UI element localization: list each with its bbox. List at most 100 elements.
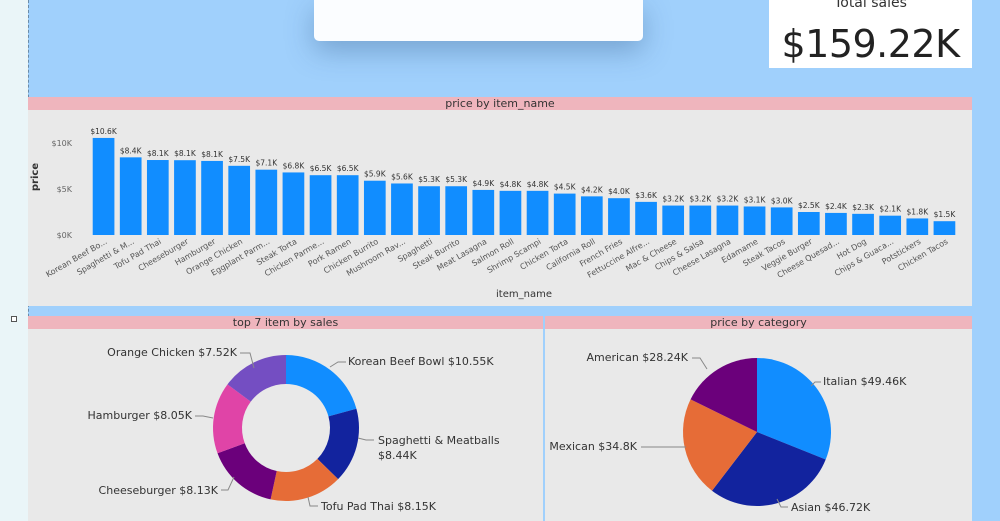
bar — [852, 213, 874, 235]
bar-data-label: $6.5K — [310, 164, 333, 173]
bar — [391, 183, 413, 235]
slice — [270, 458, 339, 501]
bar-data-label: $5.3K — [445, 175, 468, 184]
bar-data-label: $6.8K — [283, 161, 306, 170]
bar-data-label: $4.2K — [581, 185, 604, 194]
donut-chart-visual[interactable]: top 7 item by sales Korean Beef Bowl $10… — [28, 316, 543, 521]
bar-chart-title: price by item_name — [28, 97, 972, 110]
slice-label: Hamburger $8.05K — [88, 409, 193, 422]
leader-line — [776, 498, 788, 508]
bar — [743, 206, 766, 235]
bar — [825, 212, 847, 235]
bar-data-label: $3.0K — [771, 196, 794, 205]
leader-line — [810, 381, 821, 387]
pie-chart-title: price by category — [545, 316, 972, 329]
bar — [282, 172, 305, 235]
resize-handle[interactable] — [11, 316, 17, 322]
bar — [689, 205, 712, 235]
bar-data-label: $3.2K — [717, 195, 740, 204]
bar — [716, 205, 739, 235]
bar — [363, 180, 386, 235]
bar-data-label: $2.5K — [798, 201, 821, 210]
bar-data-label: $5.6K — [391, 172, 414, 181]
bar-data-label: $2.1K — [879, 205, 902, 214]
slice-label: Cheeseburger $8.13K — [99, 484, 219, 497]
bar-data-label: $5.9K — [364, 170, 387, 179]
pie-chart-visual[interactable]: price by category Italian $49.46K Asian $… — [545, 316, 972, 521]
bar-data-label: $10.6K — [90, 127, 117, 136]
bar-data-label: $4.0K — [608, 187, 631, 196]
slice — [690, 358, 757, 432]
bar — [255, 169, 278, 235]
bar — [933, 221, 956, 235]
bar — [201, 160, 223, 235]
leader-line — [357, 437, 374, 441]
slice-label: Italian $49.46K — [823, 375, 907, 388]
bar-data-label: $5.3K — [418, 175, 441, 184]
donut-chart-svg: Korean Beef Bowl $10.55K Spaghetti & Meat… — [88, 346, 500, 513]
bar-data-label: $8.1K — [201, 150, 224, 159]
y-tick-label: $0K — [57, 231, 73, 240]
bar-data-label: $3.6K — [635, 191, 658, 200]
kpi-label: Total sales — [834, 0, 907, 11]
slice-label: American $28.24K — [586, 351, 688, 364]
slice — [227, 355, 286, 402]
bar-data-label: $8.1K — [147, 149, 170, 158]
slice — [286, 355, 357, 417]
bar — [336, 175, 359, 235]
bar-data-label: $2.4K — [825, 202, 848, 211]
bar — [309, 175, 332, 235]
bar — [526, 190, 549, 235]
bar-data-label: $8.1K — [174, 149, 197, 158]
slice-label: Asian $46.72K — [791, 501, 871, 514]
kpi-value: $159.22K — [781, 22, 960, 66]
leader-line — [329, 361, 346, 368]
bar — [580, 196, 603, 235]
x-axis-title: item_name — [496, 289, 552, 300]
bar — [879, 215, 902, 235]
leader-line — [692, 357, 708, 370]
bar — [472, 189, 495, 235]
bar-data-label: $7.1K — [256, 159, 279, 168]
slice-label: Mexican $34.8K — [549, 440, 637, 453]
bar — [553, 193, 576, 235]
bar-data-label: $3.1K — [744, 195, 767, 204]
bar — [499, 190, 522, 235]
bar-data-label: $4.8K — [500, 180, 523, 189]
bar — [418, 186, 440, 235]
slice-label-line2: $8.44K — [378, 449, 417, 462]
pie-chart-svg: Italian $49.46K Asian $46.72K Mexican $34.… — [549, 351, 907, 514]
bar-data-label: $8.4K — [120, 146, 143, 155]
bar — [92, 137, 115, 235]
slice-label: Spaghetti & Meatballs — [378, 434, 500, 447]
slice — [711, 432, 826, 506]
bar — [770, 207, 793, 235]
canvas-right-edge — [973, 0, 1000, 521]
bar-data-label: $7.5K — [228, 155, 251, 164]
leader-line — [240, 352, 255, 369]
y-axis-title: price — [30, 163, 41, 191]
slice — [317, 408, 359, 480]
bar — [797, 212, 820, 235]
slice — [217, 443, 277, 500]
leader-line — [221, 476, 235, 491]
bar — [906, 218, 929, 235]
slice — [683, 399, 757, 491]
bar-data-label: $3.2K — [662, 195, 685, 204]
slice — [213, 384, 251, 454]
bar — [174, 160, 196, 235]
bar — [228, 165, 251, 235]
leader-line — [307, 496, 318, 507]
total-sales-card[interactable]: Total sales $159.22K — [769, 0, 972, 68]
bar — [445, 186, 468, 235]
bar-data-label: $1.5K — [934, 210, 957, 219]
bar — [635, 201, 657, 235]
slice — [757, 358, 831, 460]
bar — [662, 205, 685, 235]
bar-data-label: $4.9K — [473, 179, 496, 188]
leader-line — [195, 415, 214, 419]
blank-card-visual[interactable] — [314, 0, 643, 41]
bar-chart-visual[interactable]: price by item_name price $0K $5K $10K $10.6K… — [28, 97, 972, 306]
bar-data-label: $6.5K — [337, 164, 360, 173]
